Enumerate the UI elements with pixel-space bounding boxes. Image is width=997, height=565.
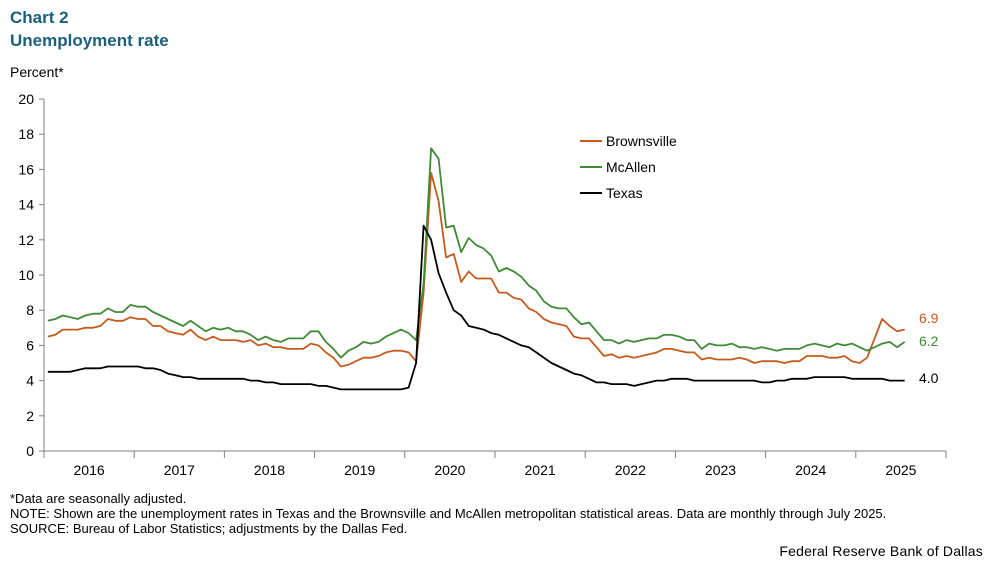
- legend-label-mcallen: McAllen: [606, 159, 656, 175]
- x-tick-label: 2017: [164, 462, 195, 478]
- chart-axes: 0 2 4 6 8 10 12 14 16 18 20 2016 2017 2018 2019 2020 202…: [18, 91, 947, 478]
- chart-end-labels: 6.9 6.2 4.0: [919, 310, 939, 386]
- x-tick-label: 2023: [705, 462, 736, 478]
- data-note: NOTE: Shown are the unemployment rates i…: [10, 506, 887, 521]
- y-tick-label: 20: [18, 91, 34, 107]
- series-line-brownsville: [47, 171, 905, 368]
- chart-number: Chart 2: [10, 8, 69, 27]
- y-tick-label: 6: [26, 337, 34, 353]
- end-value-label-texas: 4.0: [919, 370, 939, 386]
- y-tick-label: 12: [18, 232, 34, 248]
- y-tick-label: 4: [26, 373, 34, 389]
- x-tick-label: 2018: [254, 462, 285, 478]
- chart-title: Unemployment rate: [10, 31, 169, 50]
- chart-legend: Brownsville McAllen Texas: [580, 133, 677, 201]
- y-tick-label: 10: [18, 267, 34, 283]
- x-tick-label: 2025: [885, 462, 916, 478]
- y-tick-label: 8: [26, 302, 34, 318]
- y-tick-label: 16: [18, 161, 34, 177]
- y-tick-label: 14: [18, 197, 34, 213]
- organization-credit: Federal Reserve Bank of Dallas: [779, 543, 983, 559]
- series-line-texas: [47, 224, 905, 391]
- x-tick-label: 2019: [344, 462, 375, 478]
- x-tick-label: 2016: [74, 462, 105, 478]
- chart-series-lines: [47, 147, 906, 391]
- x-tick-label: 2020: [434, 462, 465, 478]
- chart-notes: *Data are seasonally adjusted. NOTE: Sho…: [10, 491, 945, 536]
- y-tick-label: 18: [18, 126, 34, 142]
- legend-label-texas: Texas: [606, 185, 643, 201]
- y-tick-label: 2: [26, 408, 34, 424]
- source-note: SOURCE: Bureau of Labor Statistics; adju…: [10, 521, 408, 536]
- seasonal-adjustment-note: *Data are seasonally adjusted.: [10, 491, 187, 506]
- x-tick-label: 2024: [795, 462, 826, 478]
- end-value-label-mcallen: 6.2: [919, 333, 939, 349]
- y-tick-label: 0: [26, 443, 34, 459]
- x-tick-label: 2022: [615, 462, 646, 478]
- legend-label-brownsville: Brownsville: [606, 133, 677, 149]
- x-tick-label: 2021: [525, 462, 556, 478]
- y-axis-unit-label: Percent*: [10, 64, 64, 80]
- series-line-mcallen: [47, 147, 906, 359]
- end-value-label-brownsville: 6.9: [919, 310, 939, 326]
- line-chart: 0 2 4 6 8 10 12 14 16 18 20 2016 2017 2018 2019 2020 202…: [18, 91, 947, 478]
